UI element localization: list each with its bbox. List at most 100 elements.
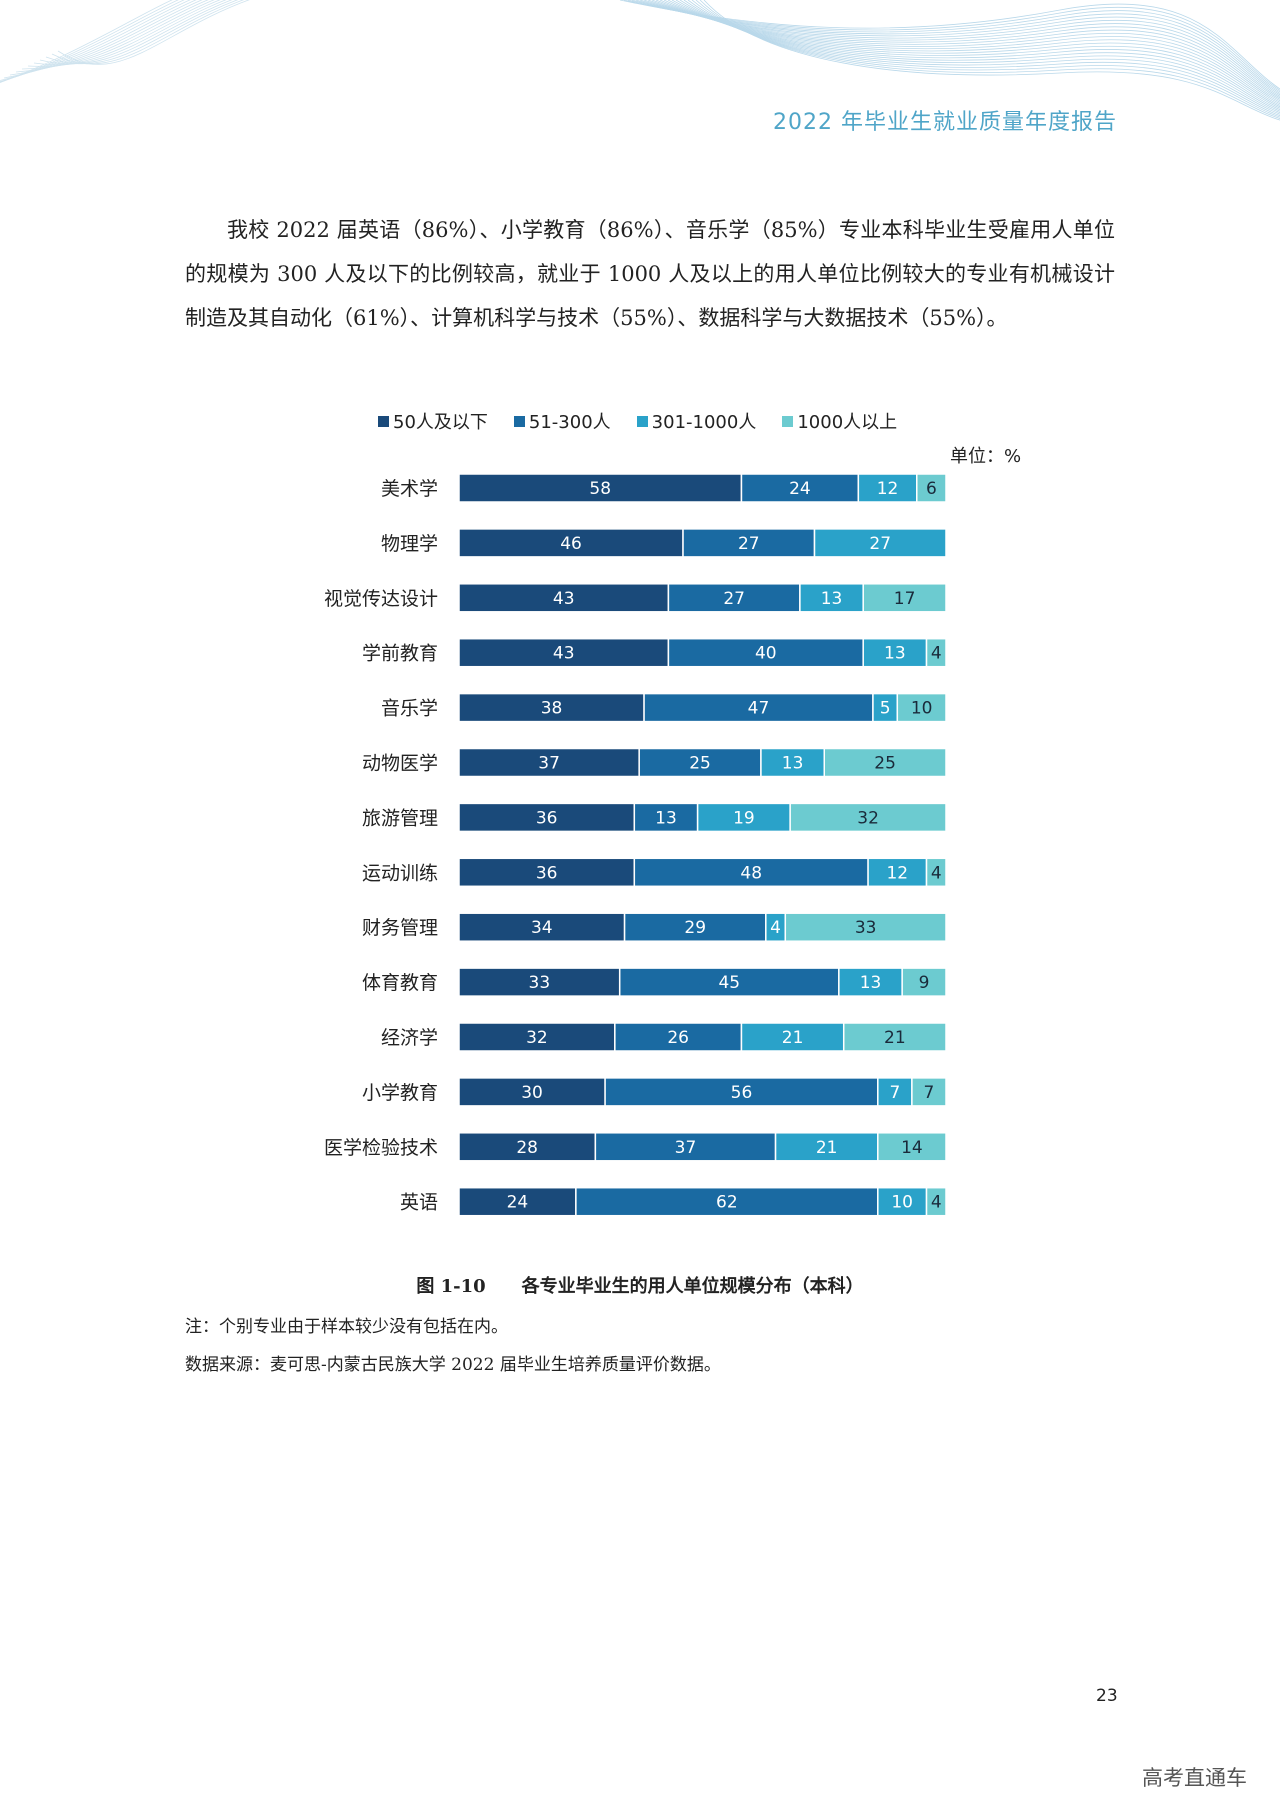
legend-swatch [513, 415, 525, 427]
bar-segment [842, 1022, 947, 1052]
data-label: 4 [931, 1193, 942, 1213]
legend-swatch [782, 415, 794, 427]
bar-segment [877, 1186, 928, 1217]
data-label: 28 [516, 1138, 538, 1158]
data-label: 48 [740, 863, 762, 883]
wave-line-right [655, 0, 1280, 103]
category-label: 运动训练 [362, 862, 438, 884]
wave-line-right [691, 0, 1280, 116]
bar-segment [774, 1132, 879, 1162]
bar-segment [458, 637, 670, 668]
bar-segment [458, 583, 670, 613]
bar-segment [877, 1077, 913, 1107]
data-label: 12 [877, 479, 899, 499]
data-label: 5 [880, 699, 891, 719]
category-label: 美术学 [381, 478, 438, 500]
paragraph-text: 我校 2022 届英语（86%）、小学教育（86%）、音乐学（85%）专业本科毕… [185, 218, 1115, 330]
wave-line-right [659, 0, 1280, 105]
legend-swatch [378, 415, 389, 427]
wave-line-right [683, 0, 1280, 114]
data-label: 33 [529, 973, 551, 993]
bar-segment [643, 692, 874, 723]
wave-line-right [651, 0, 1280, 102]
data-label: 25 [874, 754, 896, 774]
category-label: 视觉传达设计 [324, 588, 438, 610]
wave-line-left [27, 0, 221, 67]
data-label: 33 [855, 918, 877, 938]
data-source-note: 数据来源：麦可思-内蒙古民族大学 2022 届毕业生培养质量评价数据。 [185, 1355, 721, 1375]
data-label: 21 [782, 1028, 804, 1048]
wave-line-left [51, 0, 245, 65]
data-label: 4 [931, 644, 942, 664]
wave-line-right [639, 0, 1280, 97]
wave-line-left [33, 0, 227, 66]
data-label: 37 [675, 1138, 697, 1158]
legend-swatch [636, 415, 648, 427]
bar-segment [604, 1077, 879, 1107]
bar-segment [623, 912, 767, 942]
legend-item: 51-300人 [513, 408, 611, 434]
wave-line-right [687, 0, 1280, 115]
report-header-title: 2022 年毕业生就业质量年度报告 [773, 110, 1117, 135]
category-label: 物理学 [381, 533, 438, 555]
data-label: 21 [816, 1138, 838, 1158]
data-label: 27 [869, 534, 891, 554]
data-label: 45 [718, 973, 740, 993]
data-label: 30 [521, 1083, 543, 1103]
legend-item: 50人及以下 [378, 408, 488, 434]
data-label: 24 [507, 1193, 529, 1213]
data-label: 21 [884, 1028, 906, 1048]
wave-line-right [619, 0, 1280, 90]
data-label: 13 [655, 808, 677, 828]
data-label: 9 [919, 973, 930, 993]
category-label: 体育教育 [362, 972, 438, 994]
data-label: 62 [716, 1193, 738, 1213]
bar-segment [911, 1077, 947, 1107]
data-label: 40 [755, 644, 777, 664]
wave-line-left [45, 0, 239, 65]
bar-segment [458, 747, 640, 778]
bar-segment [740, 1022, 845, 1052]
bar-segment [916, 473, 947, 503]
data-label: 10 [891, 1193, 913, 1213]
chart-legend: 50人及以下 51-300人 301-1000人 1000人以上 [378, 408, 897, 434]
data-label: 13 [860, 973, 882, 993]
bar-segment [458, 1186, 577, 1217]
bar-segment [872, 692, 899, 723]
data-label: 37 [538, 754, 560, 774]
wave-line-right [675, 0, 1280, 111]
wave-line-right [631, 0, 1280, 94]
data-label: 7 [924, 1083, 935, 1103]
data-label: 46 [560, 534, 582, 554]
wave-line-right [663, 0, 1280, 106]
bar-segment [925, 857, 947, 888]
bar-segment [614, 1022, 743, 1052]
data-label: 29 [684, 918, 706, 938]
bar-segment [896, 692, 947, 723]
wave-line-right [679, 0, 1280, 112]
data-label: 12 [886, 863, 908, 883]
data-label: 14 [901, 1138, 923, 1158]
wave-line-left [57, 0, 251, 65]
bar-segment [682, 528, 816, 558]
bar-segment [862, 637, 928, 668]
bar-segment [458, 528, 684, 558]
data-label: 36 [536, 808, 558, 828]
body-paragraph: 我校 2022 届英语（86%）、小学教育（86%）、音乐学（85%）专业本科毕… [185, 208, 1115, 340]
bar-segment [838, 967, 903, 997]
bar-segment [594, 1132, 777, 1162]
bar-segment [877, 1132, 947, 1162]
bar-segment [813, 528, 947, 558]
bar-segment [823, 747, 947, 778]
data-label: 25 [689, 754, 711, 774]
bar-segment [867, 857, 928, 888]
bar-segment [799, 583, 864, 613]
bar-segment [667, 583, 801, 613]
data-label: 24 [789, 479, 811, 499]
category-label: 学前教育 [362, 643, 438, 665]
category-label: 财务管理 [362, 917, 438, 939]
wave-line-right [667, 0, 1280, 108]
data-label: 7 [889, 1083, 900, 1103]
data-label: 17 [894, 589, 916, 609]
